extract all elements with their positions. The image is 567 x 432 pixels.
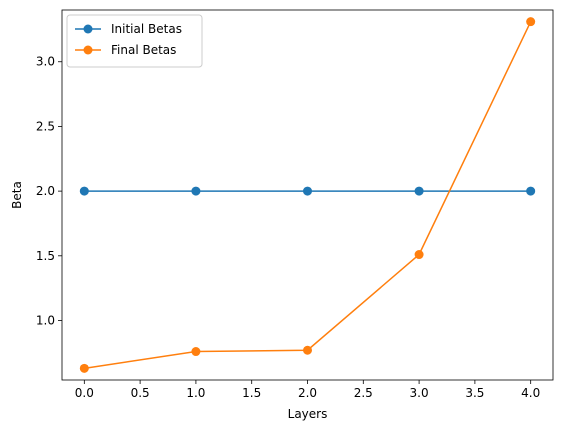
x-tick-label: 3.0 (410, 386, 429, 400)
y-axis-label: Beta (10, 181, 24, 209)
x-tick-label: 1.5 (242, 386, 261, 400)
x-tick-label: 2.0 (298, 386, 317, 400)
x-tick-label: 3.5 (465, 386, 484, 400)
data-point (79, 363, 89, 373)
series-0 (79, 186, 536, 196)
data-point (526, 17, 536, 27)
data-point (414, 186, 424, 196)
x-axis: 0.0 0.5 1.0 1.5 2.0 2.5 3.0 3.5 4.0 (75, 380, 540, 400)
data-point (526, 186, 536, 196)
legend-item: Initial Betas (75, 22, 182, 36)
legend-label: Final Betas (111, 43, 176, 57)
plot-area (79, 17, 536, 373)
legend: Initial Betas Final Betas (66, 14, 203, 68)
y-axis: 1.0 1.5 2.0 2.5 3.0 (36, 55, 62, 327)
legend-swatch-marker (83, 24, 93, 34)
x-tick-label: 0.5 (131, 386, 150, 400)
data-point (303, 186, 312, 196)
x-tick-label: 4.0 (521, 386, 540, 400)
y-tick-label: 1.0 (36, 313, 55, 327)
data-point (191, 186, 201, 196)
y-tick-label: 3.0 (36, 55, 55, 69)
data-point (414, 250, 424, 260)
legend-swatch-marker (83, 45, 93, 55)
data-point (79, 186, 89, 196)
series-1 (79, 17, 536, 373)
legend-box (66, 14, 203, 68)
x-tick-label: 1.0 (186, 386, 205, 400)
legend-label: Initial Betas (111, 22, 182, 36)
y-tick-label: 2.5 (36, 119, 55, 133)
y-tick-label: 2.0 (36, 184, 55, 198)
x-axis-label: Layers (288, 407, 328, 421)
data-point (191, 347, 201, 357)
legend-item: Final Betas (75, 43, 176, 57)
x-tick-label: 2.5 (354, 386, 373, 400)
y-tick-label: 1.5 (36, 249, 55, 263)
data-point (303, 345, 312, 355)
x-tick-label: 0.0 (75, 386, 94, 400)
